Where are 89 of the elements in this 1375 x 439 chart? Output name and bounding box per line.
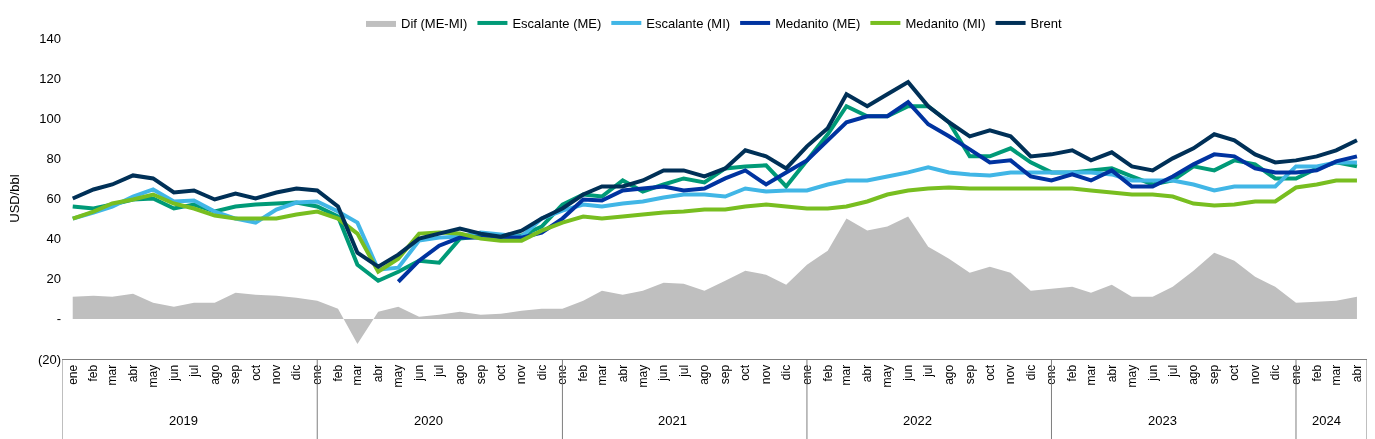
x-tick-label: mar	[1329, 364, 1344, 386]
x-tick-label: nov	[1248, 364, 1263, 385]
text: 2021	[658, 413, 687, 428]
x-tick-label: nov	[269, 364, 284, 385]
x-tick-label: jul	[432, 364, 447, 378]
x-tick-label: jun	[411, 364, 426, 382]
line-series	[396, 100, 1359, 284]
x-tick-label: dic	[1268, 364, 1283, 381]
x-tick-label: feb	[576, 364, 591, 382]
legend-label: Brent	[1030, 16, 1063, 32]
x-tick-label: feb	[820, 364, 835, 382]
x-tick-label: jun	[166, 364, 181, 382]
x-tick-label: mar	[105, 364, 120, 386]
x-tick-label: oct	[982, 364, 997, 381]
legend-label: Medanito (MI)	[905, 16, 986, 32]
text: 2023	[1148, 413, 1177, 428]
legend-label: Medanito (ME)	[775, 16, 861, 32]
y-tick-label: 120	[39, 70, 61, 86]
x-tick-label: jun	[901, 364, 916, 382]
x-tick-label: ago	[941, 364, 956, 385]
x-tick-label: ago	[452, 364, 467, 385]
x-tick-label: ene	[310, 364, 325, 385]
y-tick-label: 60	[46, 191, 61, 207]
text: 2020	[414, 413, 443, 428]
x-tick-label: feb	[1309, 364, 1324, 382]
text: 2024	[1312, 413, 1341, 428]
y-tick-label: -	[56, 311, 61, 327]
x-tick-label: ene	[555, 364, 570, 385]
x-tick-label: jun	[1145, 364, 1160, 382]
text: 2022	[903, 413, 932, 428]
x-tick-label: may	[635, 364, 650, 388]
y-tick-label: (20)	[37, 351, 61, 367]
legend-label: Escalante (MI)	[646, 16, 731, 32]
x-tick-label: dic	[779, 364, 794, 381]
y-tick-label: 40	[46, 231, 61, 247]
x-tick-label: feb	[1065, 364, 1080, 382]
y-tick-label: 80	[46, 150, 61, 166]
y-tick-label: 140	[39, 30, 61, 46]
x-tick-label: sep	[718, 364, 733, 385]
x-tick-label: nov	[1003, 364, 1018, 385]
x-tick-label: ene	[1288, 364, 1303, 385]
x-tick-label: oct	[738, 364, 753, 381]
x-tick-label: mar	[594, 364, 609, 386]
x-tick-label: sep	[1207, 364, 1222, 385]
legend-label: Escalante (ME)	[512, 16, 602, 32]
x-tick-label: jul	[921, 364, 936, 378]
x-tick-label: dic	[534, 364, 549, 381]
x-tick-label: sep	[228, 364, 243, 385]
x-tick-label: may	[146, 364, 161, 388]
y-tick-label: 20	[46, 271, 61, 287]
x-tick-label: may	[880, 364, 895, 388]
x-tick-label: dic	[289, 364, 304, 381]
x-tick-label: oct	[1227, 364, 1242, 381]
y-axis-title: USD/bbl	[6, 174, 22, 223]
x-tick-label: may	[391, 364, 406, 388]
x-tick-label: feb	[330, 364, 345, 382]
x-tick-label: nov	[514, 364, 529, 385]
x-tick-label: nov	[758, 364, 773, 385]
x-tick-label: mar	[839, 364, 854, 386]
x-tick-label: feb	[86, 364, 101, 382]
x-tick-label: mar	[350, 364, 365, 386]
line-series	[70, 178, 1359, 274]
legend-label: Dif (ME-MI)	[401, 16, 468, 32]
x-tick-label: jul	[186, 364, 201, 378]
x-tick-label: jun	[656, 364, 671, 382]
x-tick-label: jul	[1165, 364, 1180, 378]
x-tick-label: abr	[860, 364, 875, 383]
x-tick-label: mar	[1083, 364, 1098, 386]
x-tick-label: sep	[962, 364, 977, 385]
x-tick-label: ago	[207, 364, 222, 385]
x-tick-label: ene	[65, 364, 80, 385]
x-tick-label: dic	[1023, 364, 1038, 381]
x-tick-label: may	[1124, 364, 1139, 388]
line-series	[70, 80, 1359, 269]
x-tick-label: jul	[676, 364, 691, 378]
x-tick-label: abr	[1349, 364, 1364, 383]
x-tick-label: ago	[1186, 364, 1201, 385]
x-tick-label: abr	[371, 364, 386, 383]
x-tick-label: ago	[697, 364, 712, 385]
x-tick-label: oct	[493, 364, 508, 381]
x-tick-label: abr	[125, 364, 140, 383]
x-tick-label: sep	[473, 364, 488, 385]
text: 2019	[169, 413, 198, 428]
y-tick-label: 100	[39, 110, 61, 126]
x-tick-label: abr	[1104, 364, 1119, 383]
x-tick-label: oct	[248, 364, 263, 381]
x-tick-label: ene	[1044, 364, 1059, 385]
x-tick-label: abr	[615, 364, 630, 383]
x-tick-label: ene	[799, 364, 814, 385]
